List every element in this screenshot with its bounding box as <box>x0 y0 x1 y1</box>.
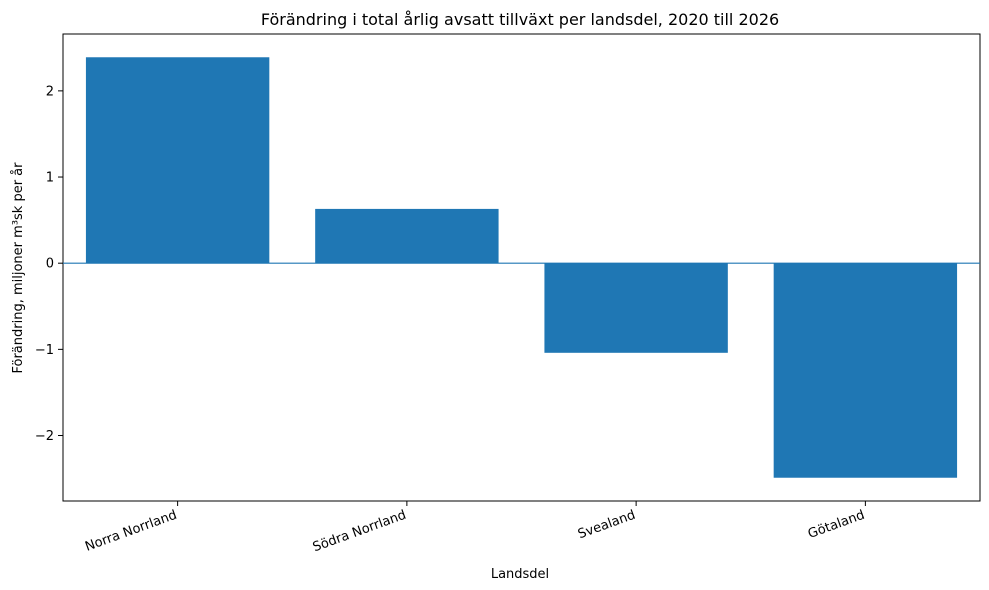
plot-area: 2 1 0 −1 −2 Norra Norrland Södra Norrland Sveal… <box>35 33 981 556</box>
plot-frame <box>62 33 981 502</box>
x-tick-label: Norra Norrland <box>83 508 179 555</box>
bar-svealand <box>544 263 728 353</box>
x-axis-label: Landsdel <box>491 567 549 582</box>
y-tick-label: −1 <box>35 343 54 358</box>
bar-norra-norrland <box>85 57 270 264</box>
y-tick-label: 1 <box>46 171 54 186</box>
bar-götaland <box>773 263 958 478</box>
chart-title: Förändring i total årlig avsatt tillväxt… <box>261 10 779 29</box>
y-tick-label: 0 <box>46 257 54 272</box>
y-tick-label: −2 <box>35 429 54 444</box>
x-tick-label: Götaland <box>806 508 867 542</box>
x-tick-label: Södra Norrland <box>311 508 408 556</box>
bar-södra-norrland <box>315 208 499 264</box>
y-axis-label: Förändring, miljoner m³sk per år <box>11 162 26 374</box>
y-tick-label: 2 <box>46 84 54 99</box>
x-tick-label: Svealand <box>576 508 637 543</box>
